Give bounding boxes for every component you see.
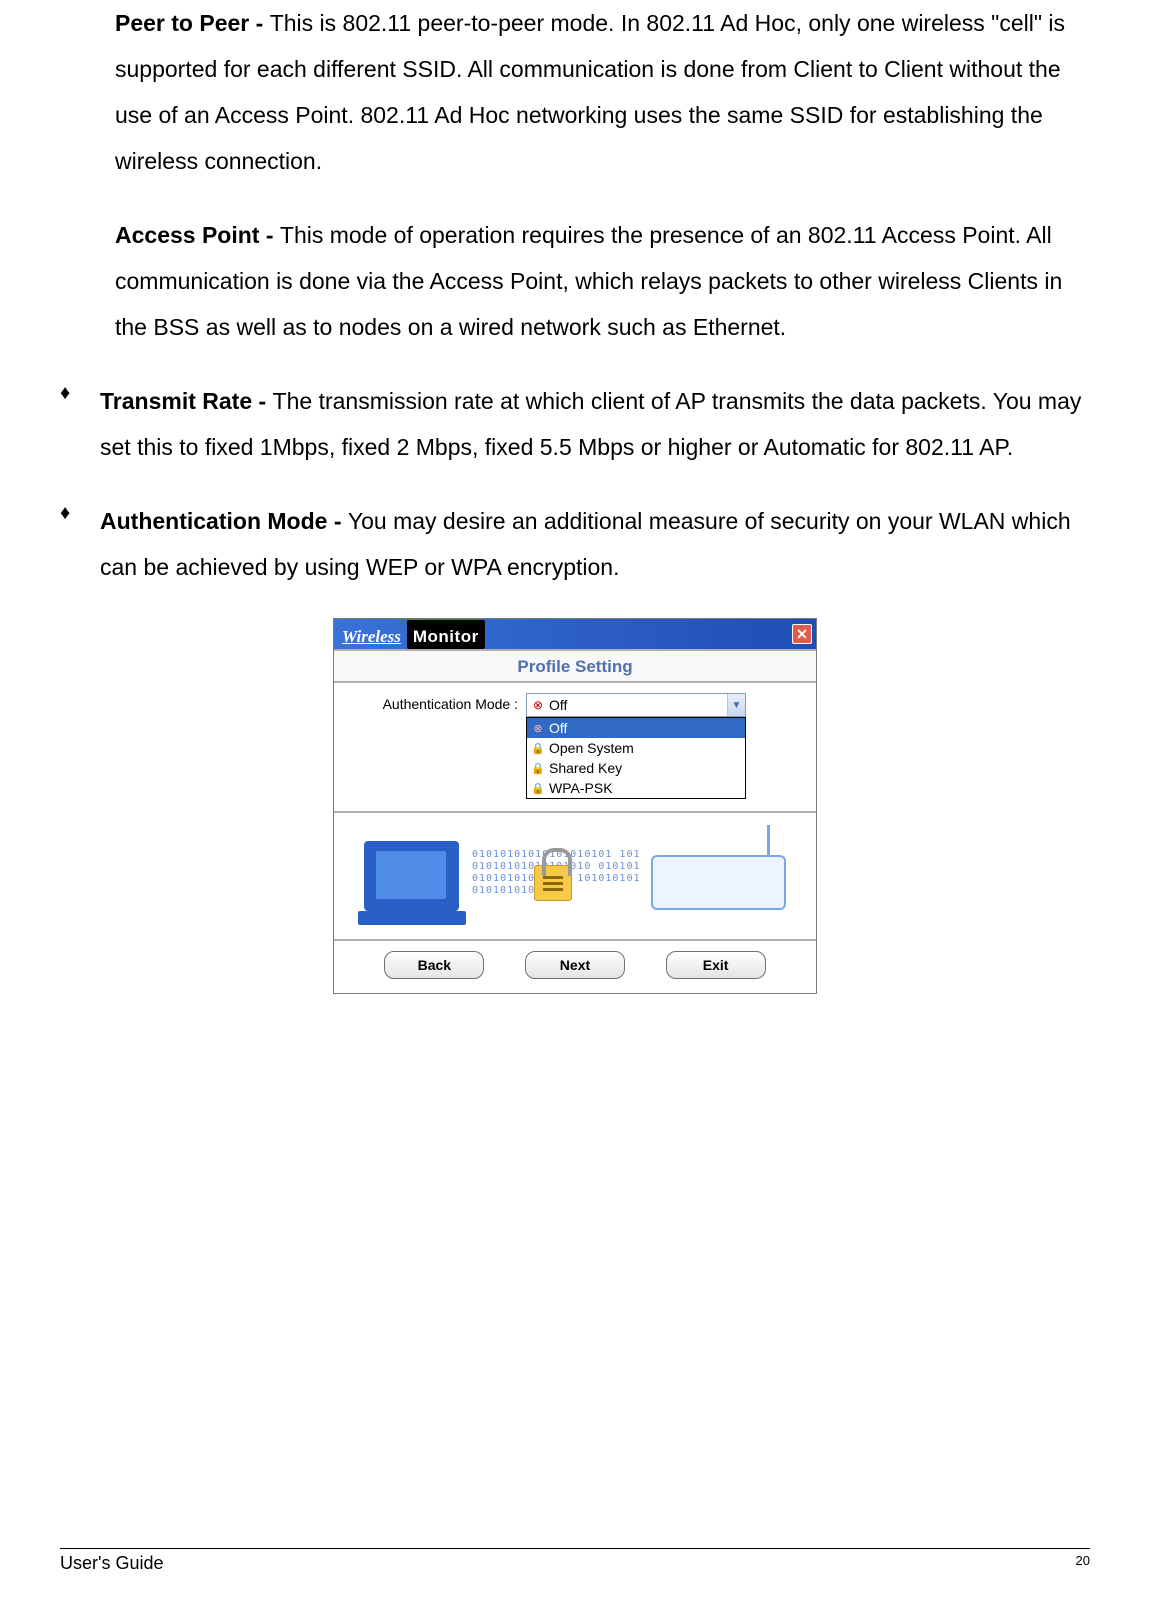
logo-wireless-text: Wireless: [342, 627, 401, 647]
dialog-titlebar: Wireless Monitor ✕: [334, 619, 816, 649]
auth-mode-combobox[interactable]: ⊗ Off ▼: [526, 693, 746, 717]
chevron-down-icon: ▼: [727, 694, 745, 716]
combo-selected-value: Off: [549, 697, 567, 713]
dropdown-option-wpa-psk[interactable]: 🔒 WPA-PSK: [527, 778, 745, 798]
dropdown-option-label: Open System: [549, 740, 634, 756]
page-number: 20: [1076, 1553, 1090, 1574]
bullet-icon: ♦: [60, 498, 100, 525]
wireless-monitor-dialog: Wireless Monitor ✕ Profile Setting Authe…: [333, 618, 817, 994]
auth-mode-label: Authentication Mode -: [100, 508, 348, 534]
footer-guide-label: User's Guide: [60, 1553, 163, 1574]
transmit-rate-bullet: ♦ Transmit Rate - The transmission rate …: [60, 378, 1090, 470]
profile-setting-title: Profile Setting: [334, 649, 816, 683]
page-footer: User's Guide 20: [60, 1548, 1090, 1574]
close-button[interactable]: ✕: [792, 624, 812, 644]
auth-mode-form-label: Authentication Mode :: [348, 693, 518, 712]
dropdown-option-off[interactable]: ⊗ Off: [527, 718, 745, 738]
next-button[interactable]: Next: [525, 951, 625, 979]
transmit-rate-label: Transmit Rate -: [100, 388, 273, 414]
laptop-base-icon: [358, 911, 466, 925]
off-icon: ⊗: [531, 721, 545, 735]
dropdown-option-open-system[interactable]: 🔒 Open System: [527, 738, 745, 758]
lock-icon: 🔒: [531, 781, 545, 795]
lock-icon: 🔒: [531, 741, 545, 755]
auth-mode-bullet: ♦ Authentication Mode - You may desire a…: [60, 498, 1090, 590]
close-icon: ✕: [796, 627, 808, 641]
dropdown-option-label: Off: [549, 720, 567, 736]
dropdown-option-label: Shared Key: [549, 760, 622, 776]
peer-to-peer-paragraph: Peer to Peer - This is 802.11 peer-to-pe…: [115, 0, 1090, 184]
access-point-label: Access Point -: [115, 222, 280, 248]
router-icon: [651, 855, 786, 910]
laptop-icon: [364, 841, 459, 911]
off-icon: ⊗: [531, 698, 545, 712]
dropdown-option-shared-key[interactable]: 🔒 Shared Key: [527, 758, 745, 778]
dialog-logo: Wireless Monitor: [342, 620, 485, 649]
dropdown-option-label: WPA-PSK: [549, 780, 613, 796]
exit-button[interactable]: Exit: [666, 951, 766, 979]
lock-icon: 🔒: [531, 761, 545, 775]
auth-mode-dropdown: ⊗ Off 🔒 Open System 🔒 Shared Key: [526, 717, 746, 799]
back-button[interactable]: Back: [384, 951, 484, 979]
logo-monitor-text: Monitor: [413, 627, 479, 646]
peer-to-peer-label: Peer to Peer -: [115, 10, 270, 36]
access-point-paragraph: Access Point - This mode of operation re…: [115, 212, 1090, 350]
padlock-icon: [534, 865, 572, 901]
illustration-panel: 01010101010101010101 1010101010101010101…: [334, 811, 816, 941]
bullet-icon: ♦: [60, 378, 100, 405]
